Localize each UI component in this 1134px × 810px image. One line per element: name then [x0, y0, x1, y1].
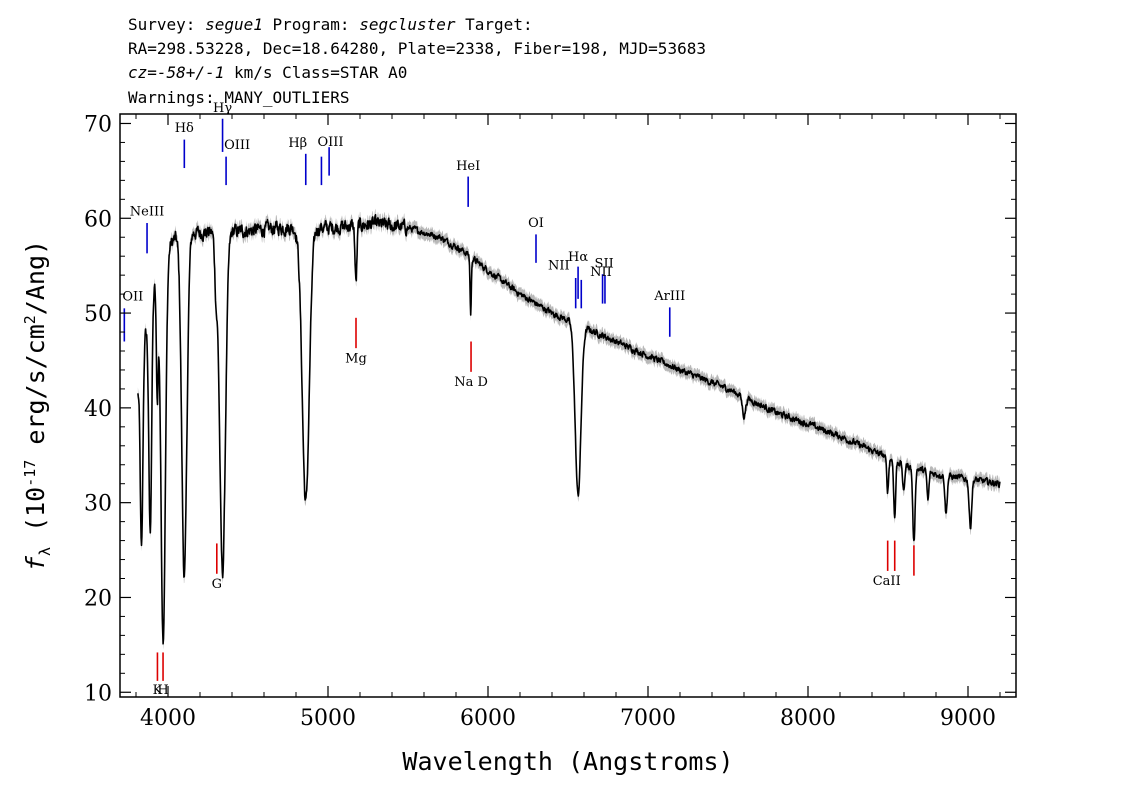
emission-line-label: Hβ: [288, 136, 307, 151]
survey-label: Survey:: [128, 15, 206, 34]
emission-line-label: OI: [528, 216, 544, 231]
header-line-warnings: Warnings: MANY_OUTLIERS: [128, 87, 350, 107]
plot-frame: [119, 113, 1017, 698]
y-axis-title-part: -17: [21, 460, 39, 487]
y-tick-label: 50: [84, 302, 112, 327]
y-tick-label: 20: [84, 586, 112, 611]
y-tick-label: 10: [84, 681, 112, 706]
emission-line-label: Hγ: [213, 101, 232, 116]
emission-line-label: Hα: [568, 250, 588, 265]
absorption-line-label: Mg: [345, 351, 367, 366]
emission-line-label: OIII: [224, 138, 250, 153]
header-line-coordinates: RA=298.53228, Dec=18.64280, Plate=2338, …: [128, 39, 706, 59]
absorption-line-label: Na D: [454, 375, 488, 390]
emission-line-label: NII: [548, 258, 570, 273]
target-label: Target:: [455, 15, 533, 34]
axis-ticks: 4000 5000 6000 7000 8000 9000 10 20 30 40 50 60 70: [84, 112, 1016, 731]
plot-area: [137, 208, 1001, 650]
y-tick-label: 40: [84, 397, 112, 422]
survey-value: segue1: [205, 15, 263, 34]
y-axis-title: fλ (10-17 erg/s/cm2/Ang): [21, 240, 54, 571]
y-axis-title-part: f: [21, 555, 50, 571]
x-tick-label: 9000: [940, 706, 996, 731]
spectrum-line: [137, 214, 1001, 645]
x-tick-label: 7000: [620, 706, 676, 731]
emission-line-label: OIII: [317, 135, 343, 150]
x-tick-label: 8000: [780, 706, 836, 731]
x-tick-label: 5000: [300, 706, 356, 731]
y-axis-title-part: 2: [21, 315, 39, 324]
y-tick-label: 60: [84, 207, 112, 232]
x-axis-title: Wavelength (Angstroms): [402, 747, 733, 776]
header-line-redshift: cz=-58+/-1 km/s Class=STAR A0: [128, 61, 706, 85]
spectrum-header: Survey: segue1 Program: segcluster Targe…: [128, 13, 706, 110]
y-axis-title-part: (10: [21, 487, 50, 547]
y-axis-title-part: erg/s/cm: [21, 324, 50, 459]
emission-line-label: HeI: [456, 159, 480, 174]
y-tick-label: 70: [84, 112, 112, 137]
emission-line-label: OII: [122, 290, 143, 305]
error-band: [137, 208, 1000, 650]
absorption-line-label: G: [212, 577, 222, 592]
class-value: km/s Class=STAR A0: [224, 63, 408, 83]
emission-line-label: NII: [590, 265, 612, 280]
y-axis-title-part: /Ang): [21, 240, 50, 315]
absorption-line-label: H: [157, 683, 168, 698]
x-tick-label: 4000: [140, 706, 196, 731]
emission-line-label: SII: [595, 257, 614, 272]
emission-line-label: NeIII: [130, 204, 164, 219]
y-axis-title-part: λ: [36, 547, 54, 556]
absorption-line-label: K: [153, 683, 163, 698]
program-label: Program:: [262, 15, 360, 34]
redshift-value: cz=-58+/-1: [128, 63, 225, 83]
absorption-line-label: CaII: [873, 574, 901, 589]
y-tick-label: 30: [84, 492, 112, 517]
x-tick-label: 6000: [460, 706, 516, 731]
program-value: segcluster: [359, 15, 456, 34]
emission-line-label: ArIII: [653, 289, 685, 304]
header-line-survey: Survey: segue1 Program: segcluster Targe…: [128, 13, 706, 37]
emission-line-label: Hδ: [175, 121, 194, 136]
